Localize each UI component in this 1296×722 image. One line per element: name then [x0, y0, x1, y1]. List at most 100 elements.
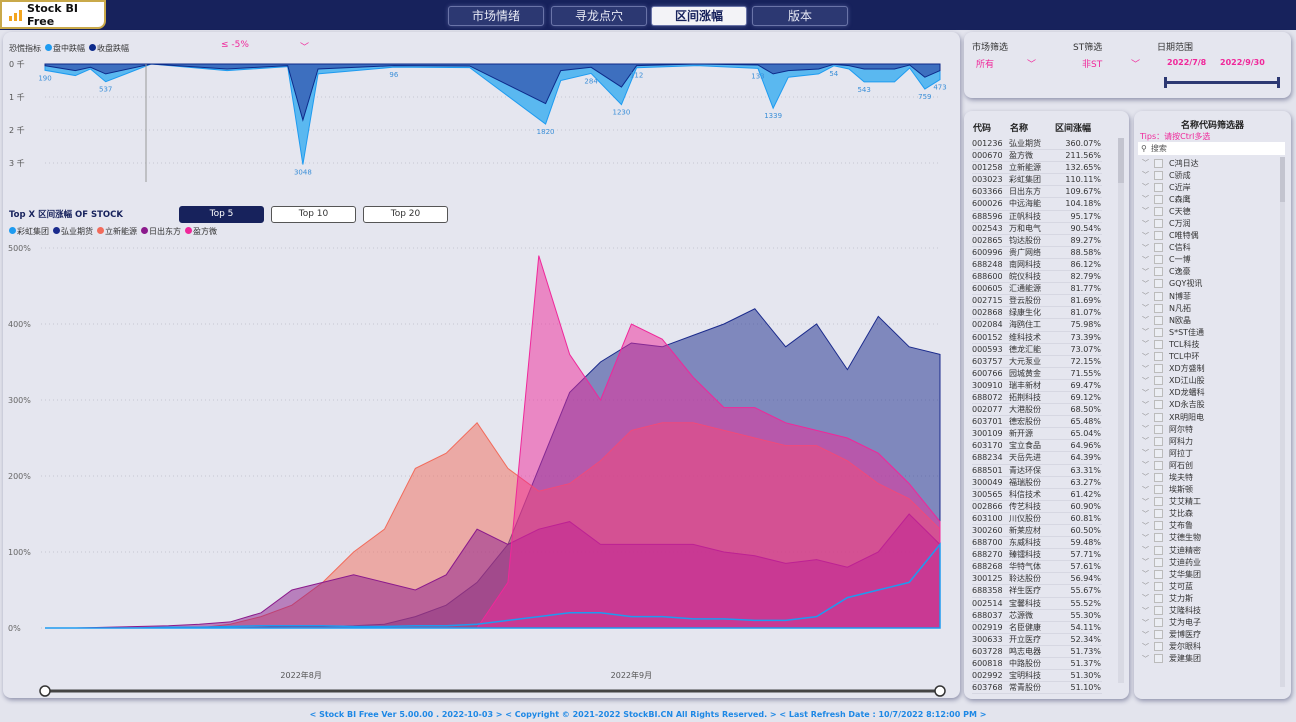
chevron-down-icon[interactable]: ﹀ — [1142, 461, 1149, 470]
table-row[interactable]: 002992 宝明科技 51.30% — [972, 670, 1102, 683]
top10-button[interactable]: Top 10 — [271, 206, 356, 223]
search-input[interactable]: ⚲ 搜索 — [1138, 142, 1285, 155]
legend-item[interactable]: 日出东方 — [141, 226, 181, 237]
chevron-down-icon[interactable]: ﹀ — [1142, 546, 1149, 555]
chevron-down-icon[interactable]: ﹀ — [1142, 521, 1149, 530]
checkbox[interactable] — [1154, 194, 1163, 204]
list-item[interactable]: ﹀ 艾华集团 — [1142, 568, 1205, 580]
list-item[interactable]: ﹀ 艾力斯 — [1142, 592, 1205, 604]
chevron-down-icon[interactable]: ﹀ — [1142, 630, 1149, 639]
chevron-down-icon[interactable]: ﹀ — [1142, 304, 1149, 313]
slider-handle-end[interactable] — [1277, 77, 1280, 88]
list-item[interactable]: ﹀ 艾迪精密 — [1142, 544, 1205, 556]
legend-item[interactable]: 盘中跌幅 — [45, 43, 85, 54]
checkbox[interactable] — [1154, 654, 1163, 664]
chevron-down-icon[interactable]: ﹀ — [1142, 606, 1149, 615]
table-row[interactable]: 603701 德宏股份 65.48% — [972, 416, 1102, 429]
app-logo[interactable]: Stock BI Free — [0, 0, 106, 29]
list-item[interactable]: ﹀ C鸿日达 — [1142, 157, 1205, 169]
table-row[interactable]: 688700 东威科技 59.48% — [972, 537, 1102, 550]
checkbox[interactable] — [1154, 231, 1163, 241]
legend-item[interactable]: 彩虹集团 — [9, 226, 49, 237]
list-item[interactable]: ﹀ C骄成 — [1142, 169, 1205, 181]
chevron-down-icon[interactable]: ﹀ — [1142, 364, 1149, 373]
table-row[interactable]: 002919 名臣健康 54.11% — [972, 622, 1102, 634]
checkbox[interactable] — [1154, 376, 1163, 386]
chevron-down-icon[interactable]: ﹀ — [1142, 509, 1149, 518]
top5-button[interactable]: Top 5 — [179, 206, 264, 223]
chevron-down-icon[interactable]: ﹀ — [1142, 400, 1149, 409]
scrollbar[interactable] — [1280, 157, 1285, 687]
list-item[interactable]: ﹀ C唯特偶 — [1142, 230, 1205, 242]
chevron-down-icon[interactable]: ﹀ — [1142, 388, 1149, 397]
table-row[interactable]: 603728 鸣志电器 51.73% — [972, 646, 1102, 659]
checkbox[interactable] — [1154, 569, 1163, 579]
table-row[interactable]: 002866 传艺科技 60.90% — [972, 501, 1102, 513]
list-item[interactable]: ﹀ C一博 — [1142, 254, 1205, 266]
chevron-down-icon[interactable]: ﹀ — [1142, 594, 1149, 603]
list-item[interactable]: ﹀ 艾比森 — [1142, 508, 1205, 520]
table-row[interactable]: 002868 绿康生化 81.07% — [972, 307, 1102, 320]
list-item[interactable]: ﹀ 埃斯顿 — [1142, 484, 1205, 496]
table-row[interactable]: 688072 拓荆科技 69.12% — [972, 392, 1102, 405]
legend-item[interactable]: 收盘跌幅 — [89, 43, 129, 54]
chevron-down-icon[interactable]: ﹀ — [1142, 497, 1149, 506]
checkbox[interactable] — [1154, 472, 1163, 482]
table-row[interactable]: 600152 维科技术 73.39% — [972, 332, 1102, 344]
list-item[interactable]: ﹀ 埃夫特 — [1142, 471, 1205, 483]
table-row[interactable]: 003023 彩虹集团 110.11% — [972, 174, 1102, 187]
table-row[interactable]: 002077 大港股份 68.50% — [972, 404, 1102, 417]
date-end-input[interactable]: 2022/9/30 — [1220, 58, 1265, 67]
st-filter-dropdown[interactable]: 非ST ﹀ — [1082, 57, 1140, 70]
checkbox[interactable] — [1154, 509, 1163, 519]
table-row[interactable]: 603757 大元泵业 72.15% — [972, 356, 1102, 368]
chevron-down-icon[interactable]: ﹀ — [1142, 340, 1149, 349]
checkbox[interactable] — [1154, 279, 1163, 289]
chevron-down-icon[interactable]: ﹀ — [1142, 255, 1149, 264]
chevron-down-icon[interactable]: ﹀ — [1142, 279, 1149, 288]
checkbox[interactable] — [1154, 424, 1163, 434]
list-item[interactable]: ﹀ 爱博医疗 — [1142, 629, 1205, 641]
table-row[interactable]: 688501 青达环保 63.31% — [972, 465, 1102, 477]
checkbox[interactable] — [1154, 436, 1163, 446]
checkbox[interactable] — [1154, 521, 1163, 531]
chevron-down-icon[interactable]: ﹀ — [1142, 654, 1149, 663]
checkbox[interactable] — [1154, 315, 1163, 325]
top20-button[interactable]: Top 20 — [363, 206, 448, 223]
list-item[interactable]: ﹀ 艾可蓝 — [1142, 580, 1205, 592]
chevron-down-icon[interactable]: ﹀ — [1142, 243, 1149, 252]
col-gain[interactable]: 区间涨幅 — [1055, 124, 1092, 134]
checkbox[interactable] — [1154, 400, 1163, 410]
chevron-down-icon[interactable]: ﹀ — [1142, 533, 1149, 542]
table-row[interactable]: 688234 天岳先进 64.39% — [972, 452, 1102, 465]
checkbox[interactable] — [1154, 255, 1163, 265]
table-row[interactable]: 603768 常青股份 51.10% — [972, 682, 1102, 695]
chevron-down-icon[interactable]: ﹀ — [1142, 473, 1149, 482]
checkbox[interactable] — [1154, 460, 1163, 470]
checkbox[interactable] — [1154, 182, 1163, 192]
table-row[interactable]: 688270 臻镭科技 57.71% — [972, 549, 1102, 562]
list-item[interactable]: ﹀ C信科 — [1142, 242, 1205, 254]
chevron-down-icon[interactable]: ﹀ — [1142, 328, 1149, 337]
list-item[interactable]: ﹀ 艾德生物 — [1142, 532, 1205, 544]
table-row[interactable]: 600026 中远海能 104.18% — [972, 198, 1102, 211]
chevron-down-icon[interactable]: ﹀ — [1142, 171, 1149, 180]
checkbox[interactable] — [1154, 388, 1163, 398]
table-row[interactable]: 603366 日出东方 109.67% — [972, 186, 1102, 199]
chevron-down-icon[interactable]: ﹀ — [1142, 558, 1149, 567]
date-range-slider[interactable] — [1164, 77, 1280, 88]
checkbox[interactable] — [1154, 581, 1163, 591]
table-row[interactable]: 002543 万和电气 90.54% — [972, 223, 1102, 235]
checkbox[interactable] — [1154, 448, 1163, 458]
table-row[interactable]: 688600 皖仪科技 82.79% — [972, 271, 1102, 284]
chevron-down-icon[interactable]: ﹀ — [1142, 316, 1149, 325]
chevron-down-icon[interactable]: ﹀ — [1142, 219, 1149, 228]
checkbox[interactable] — [1154, 206, 1163, 216]
table-row[interactable]: 300125 聆达股份 56.94% — [972, 573, 1102, 586]
chevron-down-icon[interactable]: ﹀ — [1142, 437, 1149, 446]
table-row[interactable]: 300109 新开源 65.04% — [972, 428, 1102, 441]
chevron-down-icon[interactable]: ﹀ — [1142, 183, 1149, 192]
checkbox[interactable] — [1154, 243, 1163, 253]
chevron-down-icon[interactable]: ﹀ — [1142, 642, 1149, 651]
list-item[interactable]: ﹀ C天德 — [1142, 205, 1205, 217]
